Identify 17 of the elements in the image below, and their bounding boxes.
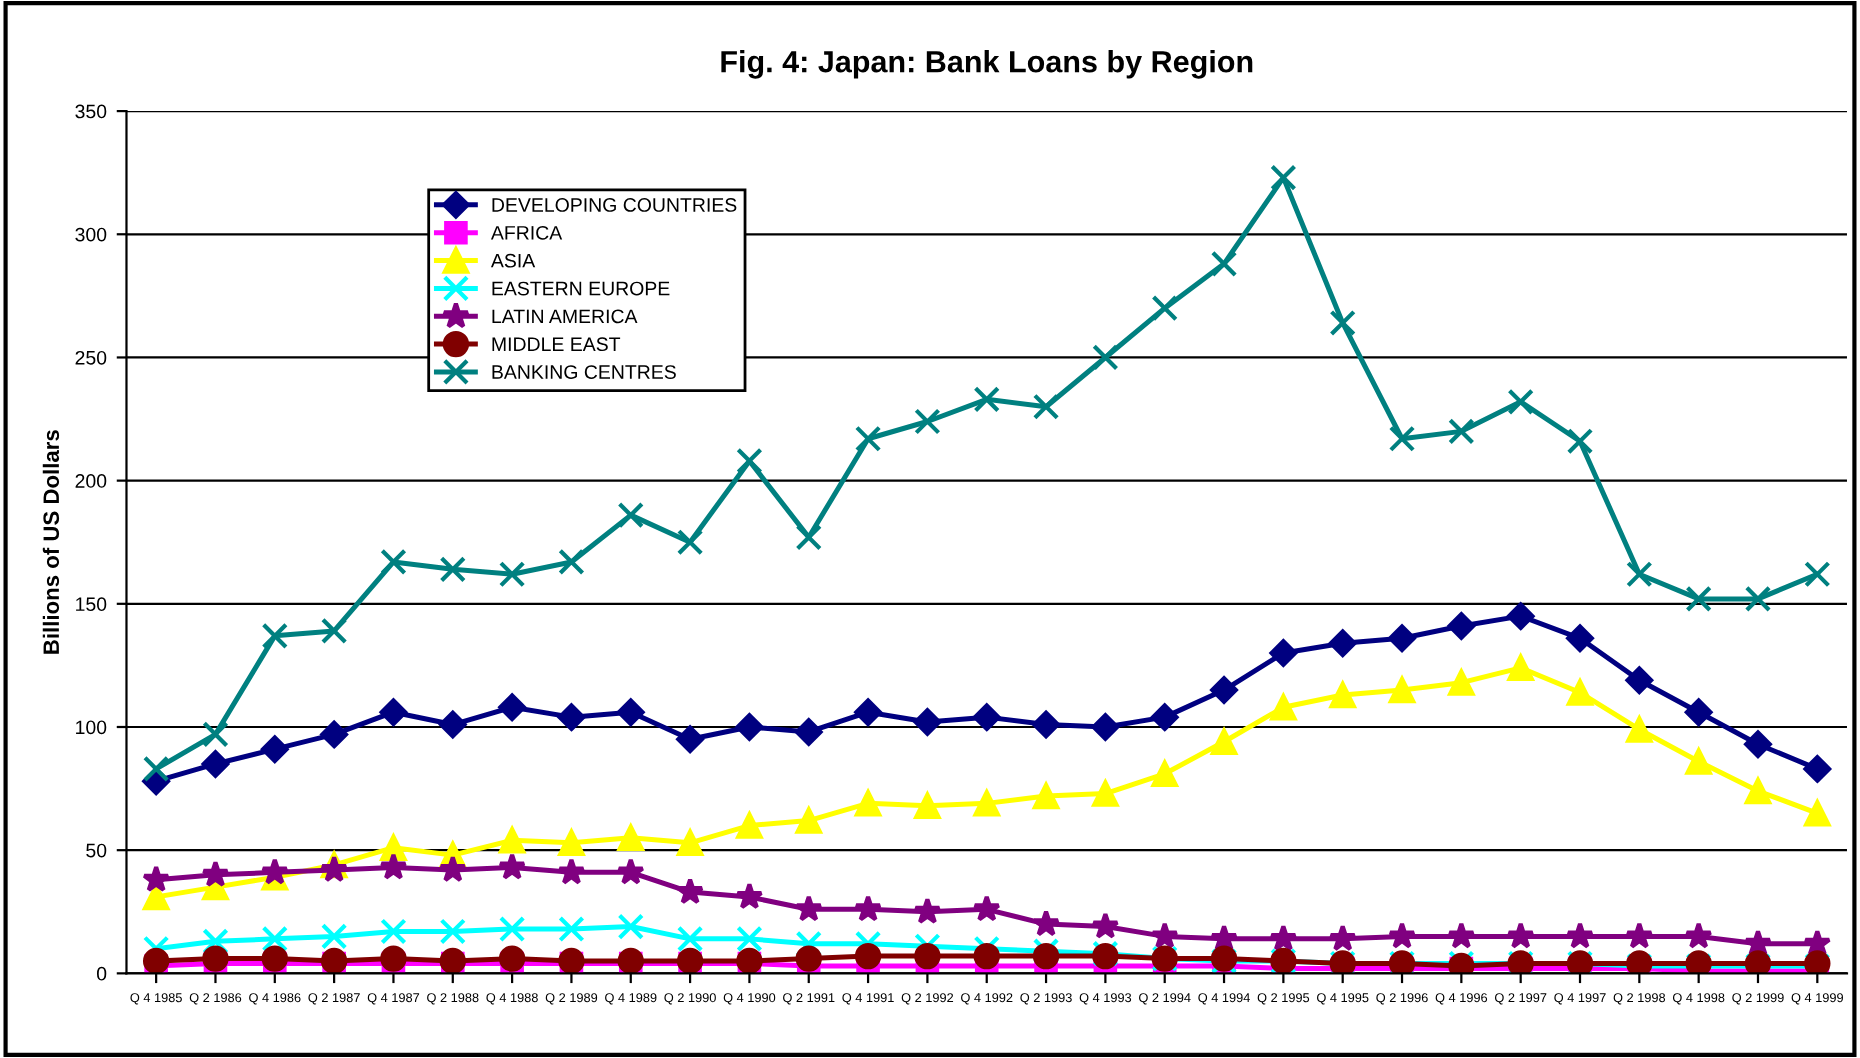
y-tick-label: 100 — [76, 720, 107, 735]
legend-label: AFRICA — [490, 225, 563, 240]
y-tick-label: 150 — [76, 597, 107, 612]
y-tick-label: 300 — [75, 227, 107, 242]
y-tick-label: 350 — [75, 104, 107, 119]
legend-label: MIDDLE EAST — [492, 337, 621, 352]
legend-label: EASTERN EUROPE — [492, 281, 670, 296]
legend-label: BANKING CENTRES — [492, 365, 676, 379]
legend-label: DEVELOPING COUNTRIES — [492, 198, 737, 212]
y-tick-label: 200 — [75, 474, 107, 488]
y-tick-label: 0 — [96, 966, 107, 981]
legend-label: ASIA — [490, 253, 536, 268]
y-axis-title: Billions of US Dollars — [42, 430, 60, 654]
chart-title: Fig. 4: Japan: Bank Loans by Region — [721, 50, 1253, 79]
y-tick-label: 250 — [75, 350, 107, 365]
legend-label: LATIN AMERICA — [492, 309, 638, 324]
y-tick-label: 50 — [86, 843, 107, 858]
